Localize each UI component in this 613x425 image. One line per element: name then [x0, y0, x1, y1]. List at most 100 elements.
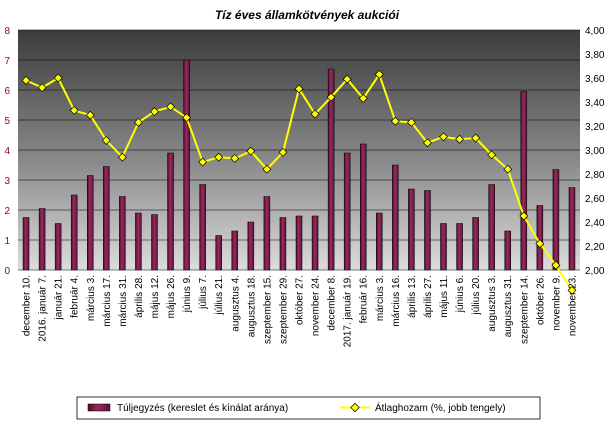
- line-marker: [166, 102, 175, 112]
- line-marker: [117, 152, 127, 162]
- left-tick-label: 3: [4, 176, 10, 187]
- bar: [472, 217, 479, 271]
- x-tick-label: április 13.: [407, 275, 418, 318]
- right-tick-label: 2,00: [585, 266, 605, 277]
- right-tick-label: 3,60: [585, 74, 605, 85]
- x-tick-label: február 16.: [359, 275, 370, 323]
- line-marker: [342, 74, 352, 84]
- bar: [392, 164, 399, 271]
- x-tick-label: augusztus 18.: [246, 275, 257, 337]
- bar: [311, 215, 319, 271]
- left-axis: 0 1 2 3 4 5 6 7 8: [4, 26, 10, 277]
- left-tick-label: 1: [4, 236, 10, 247]
- x-tick-label: május 12.: [150, 275, 161, 318]
- legend: Túljegyzés (kereslet és kínálat aránya) …: [76, 396, 541, 420]
- x-tick-label: augusztus 3.: [487, 275, 498, 332]
- right-axis: 2,00 2,20 2,40 2,60 2,80 3,00 3,20 3,40 3,60 3,80…: [585, 26, 605, 277]
- legend-box: [76, 396, 541, 420]
- x-tick-label: április 28.: [134, 275, 145, 318]
- x-tick-label: 2017. január 19.: [343, 275, 354, 347]
- x-tick-label: március 16.: [391, 275, 402, 327]
- bar: [552, 169, 560, 271]
- bar-series: [22, 59, 576, 271]
- line-marker: [551, 260, 561, 270]
- line-marker: [519, 211, 529, 221]
- line-marker: [390, 116, 400, 126]
- x-tick-label: március 17.: [102, 275, 113, 327]
- bar: [520, 91, 528, 271]
- x-tick-label: május 26.: [166, 275, 177, 318]
- left-tick-label: 2: [4, 206, 10, 217]
- x-tick-label: szeptember 14.: [519, 275, 530, 344]
- line-marker: [535, 239, 545, 249]
- bar: [199, 184, 206, 271]
- legend-bar-label: Túljegyzés (kereslet és kínálat aránya): [117, 403, 288, 414]
- right-tick-label: 4,00: [585, 26, 605, 37]
- bar: [38, 208, 46, 271]
- bar: [54, 223, 62, 271]
- line-marker: [358, 93, 368, 103]
- bar: [231, 230, 239, 271]
- left-tick-label: 4: [4, 146, 10, 157]
- bar: [408, 188, 415, 271]
- right-tick-label: 2,20: [585, 242, 605, 253]
- left-tick-label: 8: [4, 26, 10, 37]
- bar: [215, 235, 222, 271]
- line-marker: [69, 105, 79, 115]
- x-tick-label: november 9.: [551, 275, 562, 331]
- right-tick-label: 3,80: [585, 50, 605, 61]
- x-tick-label: március 31.: [118, 275, 129, 327]
- bar: [488, 184, 495, 271]
- bar: [295, 215, 303, 271]
- bar: [22, 217, 30, 271]
- x-tick-label: március 3.: [375, 275, 386, 321]
- bar: [279, 217, 287, 271]
- x-tick-label: 2016. január 7.: [38, 275, 49, 342]
- chart-title: Tíz éves államkötvények aukciói: [215, 8, 400, 22]
- x-tick-label: július 7.: [198, 275, 209, 310]
- bar: [247, 221, 255, 271]
- x-tick-label: augusztus 4.: [230, 275, 241, 332]
- line-marker: [487, 150, 497, 160]
- bar: [151, 214, 158, 271]
- x-tick-label: április 27.: [423, 275, 434, 318]
- line-marker: [214, 152, 224, 162]
- bar: [70, 194, 78, 271]
- bar: [456, 223, 463, 271]
- x-tick-label: július 20.: [471, 275, 482, 315]
- x-tick-label: december 10.: [22, 275, 33, 336]
- x-axis: december 10. 2016. január 7. január 21. feb…: [22, 275, 579, 347]
- line-marker: [53, 73, 63, 83]
- x-tick-label: március 3.: [86, 275, 97, 321]
- line-marker: [230, 153, 240, 163]
- right-tick-label: 3,00: [585, 146, 605, 157]
- x-tick-label: május 11.: [439, 275, 450, 318]
- legend-line-label: Átlaghozam (%, jobb tengely): [375, 401, 506, 414]
- left-tick-label: 7: [4, 56, 10, 67]
- bar: [376, 212, 383, 271]
- x-tick-label: október 26.: [535, 275, 546, 325]
- right-tick-label: 2,40: [585, 218, 605, 229]
- line-marker: [374, 69, 384, 79]
- legend-bar-swatch: [87, 403, 111, 412]
- right-tick-label: 3,20: [585, 122, 605, 133]
- bar: [359, 143, 367, 271]
- x-tick-label: október 27.: [295, 275, 306, 325]
- line-marker: [101, 135, 111, 145]
- left-tick-label: 5: [4, 116, 10, 127]
- line-marker: [294, 84, 304, 94]
- bar: [424, 190, 431, 271]
- line-series: [21, 69, 577, 295]
- line-marker: [37, 83, 47, 93]
- bar: [568, 187, 576, 271]
- x-tick-label: augusztus 31.: [503, 275, 514, 337]
- line-marker: [198, 157, 208, 167]
- bar: [87, 175, 94, 271]
- bar: [103, 166, 110, 271]
- x-tick-label: november 24.: [311, 275, 322, 336]
- bar: [343, 152, 351, 271]
- line-marker: [439, 132, 448, 142]
- line-marker: [406, 117, 416, 127]
- bar: [263, 196, 271, 271]
- legend-line-marker: [350, 402, 360, 413]
